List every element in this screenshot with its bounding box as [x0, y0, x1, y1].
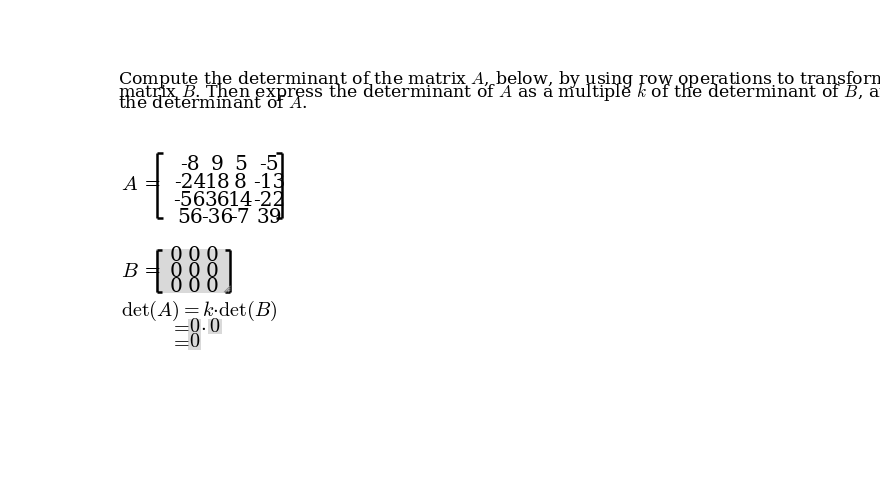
- FancyBboxPatch shape: [187, 334, 202, 349]
- Text: 0: 0: [187, 262, 200, 281]
- Text: 14: 14: [227, 191, 253, 210]
- Text: $=$: $=$: [171, 317, 190, 336]
- Text: 0: 0: [170, 246, 182, 265]
- Text: matrix $B$. Then express the determinant of $A$ as a multiple $k$ of the determi: matrix $B$. Then express the determinant…: [118, 82, 880, 103]
- Text: 0: 0: [206, 277, 219, 296]
- Text: 0: 0: [170, 262, 182, 281]
- Text: $\det(A) = k{\cdot}\det(B)$: $\det(A) = k{\cdot}\det(B)$: [121, 299, 277, 323]
- Text: $B$ =: $B$ =: [121, 262, 160, 281]
- Text: Compute the determinant of the matrix $A$, below, by using row operations to tra: Compute the determinant of the matrix $A…: [118, 69, 880, 90]
- Text: 18: 18: [204, 173, 230, 192]
- Text: $0$: $0$: [189, 317, 200, 336]
- Text: $0$: $0$: [189, 333, 200, 351]
- Text: -36: -36: [201, 208, 233, 227]
- Text: -7: -7: [231, 208, 250, 227]
- Text: 9: 9: [210, 155, 224, 174]
- Text: 36: 36: [204, 191, 230, 210]
- Text: 0: 0: [206, 246, 219, 265]
- Text: $0$: $0$: [209, 317, 220, 336]
- Text: -56: -56: [173, 191, 206, 210]
- Text: $=$: $=$: [171, 333, 190, 351]
- Text: the determinant of $A$.: the determinant of $A$.: [118, 95, 307, 112]
- Text: $\cdot$: $\cdot$: [200, 317, 206, 336]
- Text: -5: -5: [259, 155, 279, 174]
- Text: -22: -22: [253, 191, 285, 210]
- FancyBboxPatch shape: [187, 319, 202, 334]
- Text: $A$ =: $A$ =: [121, 175, 160, 195]
- Text: 0: 0: [206, 262, 219, 281]
- Text: 5: 5: [234, 155, 246, 174]
- Text: -13: -13: [253, 173, 285, 192]
- Text: -24: -24: [173, 173, 206, 192]
- Text: 0: 0: [187, 246, 200, 265]
- FancyBboxPatch shape: [156, 249, 231, 293]
- Text: -8: -8: [180, 155, 200, 174]
- Text: 56: 56: [177, 208, 202, 227]
- Text: 0: 0: [187, 277, 200, 296]
- Text: 39: 39: [256, 208, 282, 227]
- Text: 8: 8: [234, 173, 246, 192]
- FancyBboxPatch shape: [208, 319, 222, 334]
- Text: 0: 0: [170, 277, 182, 296]
